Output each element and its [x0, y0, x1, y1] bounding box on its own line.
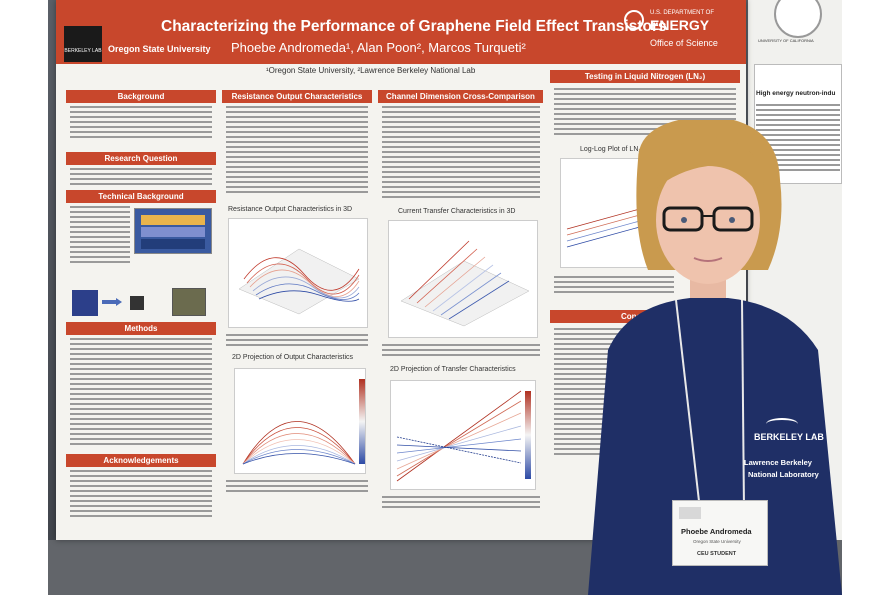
badge-name: Phoebe Andromeda [681, 527, 752, 536]
chip-photo-2 [130, 296, 144, 310]
figure-title-loglog: Log-Log Plot of LN₂ Testing [580, 146, 666, 153]
res2d-caption [226, 480, 368, 495]
background-text [70, 106, 212, 141]
person: BERKELEY LAB Lawrence Berkeley National … [568, 116, 842, 595]
channel-text [382, 106, 540, 201]
badge-logo [679, 507, 701, 519]
resistance-3d-surface [238, 248, 360, 315]
section-channel: Channel Dimension Cross-Comparison [378, 90, 543, 103]
figure-title-cur3d: Current Transfer Characteristics in 3D [398, 208, 516, 215]
resistance-text [226, 106, 368, 196]
poster-authors: Phoebe Andromeda¹, Alan Poon², Marcos Tu… [231, 40, 526, 55]
shirt-line-1: BERKELEY LAB [754, 432, 824, 442]
resistance-3d-plot [228, 218, 368, 328]
methods-text [70, 338, 212, 448]
arrow-icon [102, 298, 122, 306]
conclusions-text [554, 328, 644, 458]
poster-banner: BERKELEY LAB Oregon State University Cha… [56, 0, 746, 64]
berkeley-lab-logo: BERKELEY LAB [64, 26, 102, 62]
poster-affiliations: ¹Oregon State University, ²Lawrence Berk… [266, 66, 476, 75]
shirt-logo-icon [766, 418, 798, 430]
current-2d-plot [390, 380, 536, 490]
poster-title: Characterizing the Performance of Graphe… [161, 18, 667, 35]
shirt-line-3: National Laboratory [748, 470, 819, 479]
current-3d-surface [400, 240, 530, 327]
doe-seal-icon [624, 10, 644, 30]
side-poster-text [756, 104, 840, 174]
figure-title-res2d: 2D Projection of Output Characteristics [232, 354, 353, 361]
badge-org: Oregon State University [693, 539, 741, 544]
figure-title-cur2d: 2D Projection of Transfer Characteristic… [390, 366, 516, 373]
person-figure [588, 116, 842, 595]
research-question-text [70, 168, 212, 188]
chip-photo-1 [72, 290, 98, 316]
section-acknowledgements: Acknowledgements [66, 454, 216, 467]
side-poster-heading: High energy neutron-indu [756, 90, 836, 97]
resistance-2d-plot [234, 368, 366, 474]
section-methods: Methods [66, 322, 216, 335]
current-2d-lines [396, 390, 531, 482]
badge-tag: CEU STUDENT [697, 551, 737, 557]
figure-title-res3d: Resistance Output Characteristics in 3D [228, 206, 353, 213]
name-badge: Phoebe Andromeda Oregon State University… [672, 500, 768, 566]
section-technical-background: Technical Background [66, 190, 216, 203]
shirt-line-2: Lawrence Berkeley [744, 458, 812, 467]
res3d-caption [226, 334, 368, 349]
cur3d-caption [382, 344, 540, 359]
uc-label: UNIVERSITY OF CALIFORNIA [758, 38, 814, 43]
section-background: Background [66, 90, 216, 103]
current-3d-plot [388, 220, 538, 338]
technical-background-text [70, 206, 130, 266]
oregon-state-logo: Oregon State University [108, 44, 211, 54]
chip-photo-3 [172, 288, 206, 316]
nitrogen-text [554, 88, 736, 138]
research-poster: BERKELEY LAB Oregon State University Cha… [56, 0, 746, 540]
acknowledgements-text [70, 470, 212, 520]
cur2d-caption [382, 496, 540, 511]
section-research-question: Research Question [66, 152, 216, 165]
section-nitrogen: Testing in Liquid Nitrogen (LN₂) [550, 70, 740, 83]
resistance-2d-curves [242, 379, 365, 465]
loglog-caption [554, 276, 674, 296]
uc-seal [774, 0, 822, 38]
device-diagram [134, 208, 212, 254]
section-resistance: Resistance Output Characteristics [222, 90, 372, 103]
photo-scene: UNIVERSITY OF CALIFORNIA High energy neu… [48, 0, 842, 595]
